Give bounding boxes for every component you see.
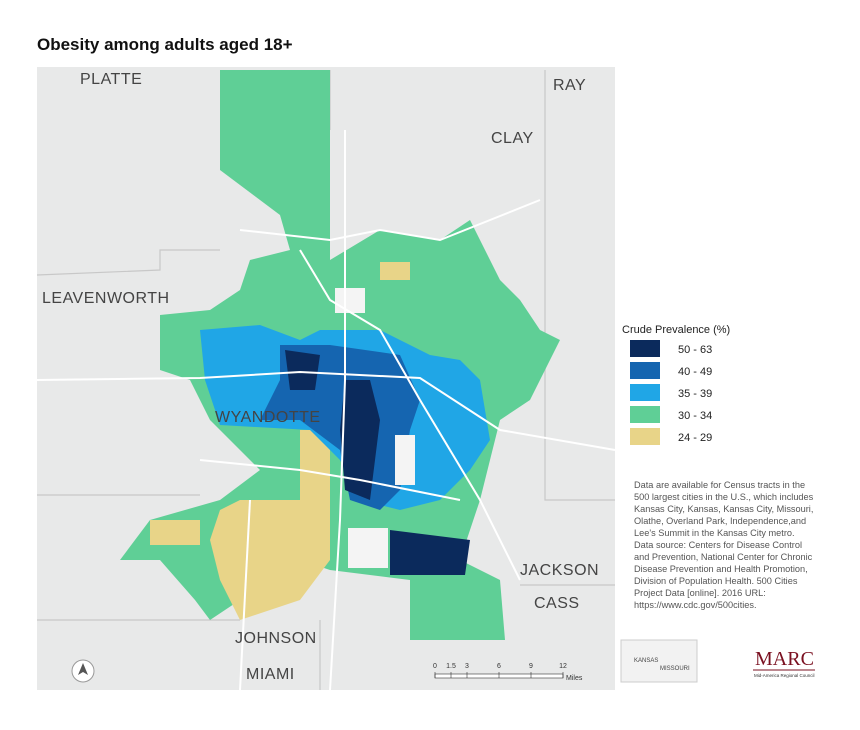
legend-label: 30 - 34 <box>678 410 712 422</box>
legend-swatch <box>630 406 660 423</box>
scale-unit: Miles <box>566 675 583 682</box>
legend-swatch <box>630 362 660 379</box>
legend-swatch <box>630 340 660 357</box>
legend-swatch <box>630 384 660 401</box>
north-arrow-head <box>78 663 88 675</box>
tract-region <box>210 430 330 620</box>
scale-bar: 0 1.5 3 6 9 12 Miles <box>433 663 583 682</box>
county-label: MIAMI <box>246 666 295 683</box>
tract-region <box>390 530 470 575</box>
legend-label: 40 - 49 <box>678 366 712 378</box>
county-label: LEAVENWORTH <box>42 290 170 307</box>
legend: 50 - 63 40 - 49 35 - 39 30 - 34 24 - 29 <box>630 340 712 445</box>
map-title: Obesity among adults aged 18+ <box>37 35 293 54</box>
tract-region <box>285 350 320 390</box>
no-data-area <box>348 528 388 568</box>
county-label: RAY <box>553 77 586 94</box>
scale-tick-label: 6 <box>497 663 501 670</box>
legend-title: Crude Prevalence (%) <box>622 324 730 336</box>
county-label: JACKSON <box>520 562 599 579</box>
roads <box>36 130 616 691</box>
county-label: CASS <box>534 595 580 612</box>
county-label: JOHNSON <box>235 630 317 647</box>
legend-label: 35 - 39 <box>678 388 712 400</box>
source-note: Data are available for Census tracts in … <box>634 480 814 610</box>
legend-label: 50 - 63 <box>678 344 712 356</box>
county-label: WYANDOTTE <box>215 409 321 426</box>
scale-tick-label: 3 <box>465 663 469 670</box>
logo-text: MISSOURI <box>660 666 690 672</box>
tract-region <box>380 262 410 280</box>
county-label: PLATTE <box>80 71 142 88</box>
scale-tick-label: 9 <box>529 663 533 670</box>
tract-region <box>150 520 200 545</box>
no-data-area <box>395 435 415 485</box>
tract-region <box>340 380 380 500</box>
county-label: CLAY <box>491 130 534 147</box>
scale-tick-label: 12 <box>559 663 567 670</box>
state-logo <box>620 639 698 683</box>
scale-tick-label: 0 <box>433 663 437 670</box>
legend-label: 24 - 29 <box>678 432 712 444</box>
logo-text: KANSAS <box>634 658 658 664</box>
legend-swatch <box>630 428 660 445</box>
no-data-area <box>335 288 365 313</box>
marc-logo: MARC <box>755 648 814 670</box>
scale-tick-label: 1.5 <box>446 663 456 670</box>
marc-subtitle: Mid-America Regional Council <box>754 673 815 678</box>
